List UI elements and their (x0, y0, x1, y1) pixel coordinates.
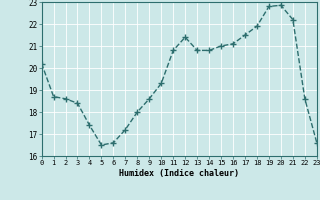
X-axis label: Humidex (Indice chaleur): Humidex (Indice chaleur) (119, 169, 239, 178)
